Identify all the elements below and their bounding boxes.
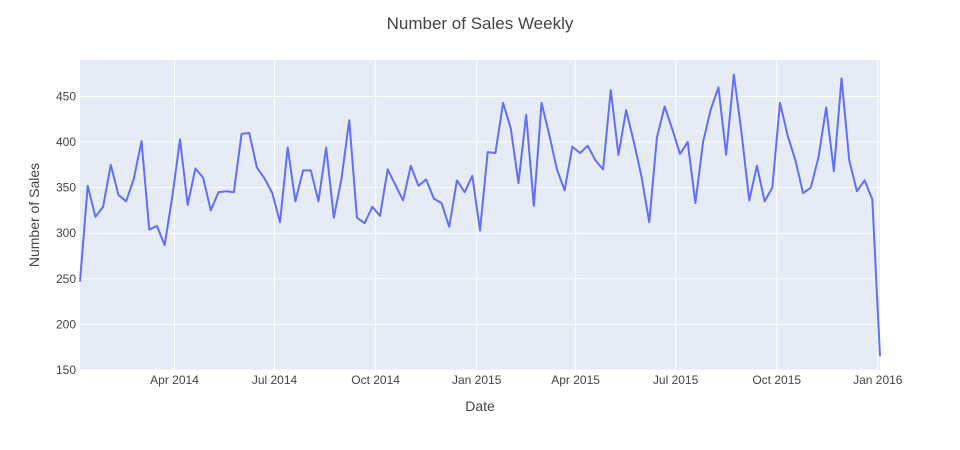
x-axis-ticks: Apr 2014 Jul 2014 Oct 2014 Jan 2015 Apr 2015…	[150, 373, 903, 387]
x-tick-label: Apr 2015	[551, 373, 600, 387]
x-tick-label: Oct 2014	[351, 373, 400, 387]
y-tick-label: 350	[56, 181, 76, 195]
y-tick-label: 450	[56, 89, 76, 103]
x-tick-label: Jul 2015	[653, 373, 699, 387]
x-tick-label: Jan 2016	[853, 373, 903, 387]
x-axis-title: Date	[465, 398, 495, 414]
series-line	[79, 73, 881, 357]
y-tick-label: 150	[56, 363, 76, 377]
y-tick-label: 300	[56, 226, 76, 240]
y-tick-label: 400	[56, 135, 76, 149]
chart-title: Number of Sales Weekly	[387, 14, 574, 33]
y-tick-label: 200	[56, 317, 76, 331]
y-axis-title: Number of Sales	[26, 163, 42, 267]
plot-area	[80, 60, 880, 370]
x-tick-label: Apr 2014	[150, 373, 199, 387]
y-tick-label: 250	[56, 272, 76, 286]
x-tick-label: Jan 2015	[452, 373, 502, 387]
x-tick-label: Jul 2014	[252, 373, 298, 387]
x-tick-label: Oct 2015	[752, 373, 801, 387]
series-layer	[79, 73, 881, 357]
y-axis-ticks: 150 200 250 300 350 400 450	[56, 89, 76, 377]
grid	[80, 60, 880, 371]
